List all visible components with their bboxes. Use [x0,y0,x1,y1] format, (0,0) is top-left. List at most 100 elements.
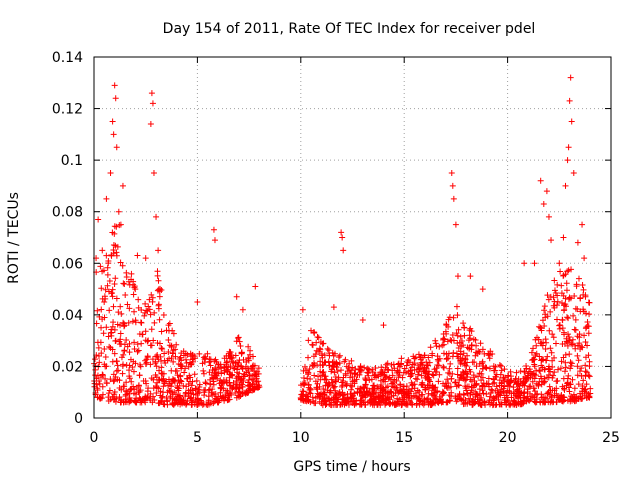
data-point [312,395,319,402]
data-point [546,383,553,390]
data-point [567,393,574,400]
data-point [454,365,461,372]
data-point [134,341,141,348]
data-point [444,376,451,383]
data-point [543,395,550,402]
data-point [582,338,589,345]
data-point [319,395,326,402]
data-point [245,343,252,350]
data-point [479,358,486,365]
data-point [185,363,192,370]
data-point [92,366,99,373]
data-point [352,400,359,407]
data-point [127,386,134,393]
data-point [541,307,548,314]
data-point [126,396,133,403]
data-point [403,383,410,390]
data-point [572,326,579,333]
data-point [537,177,544,184]
data-point [576,334,583,341]
data-point [412,375,419,382]
data-point [422,384,429,391]
data-point [183,360,190,367]
data-point [330,304,337,311]
data-point [121,383,128,390]
data-point [586,299,593,306]
data-point [159,345,166,352]
data-point [514,380,521,387]
data-point [320,386,327,392]
data-point [111,223,118,230]
data-point [212,391,219,398]
data-point [113,249,120,256]
data-point [94,387,101,394]
data-point [381,372,388,379]
data-point [142,361,149,368]
data-point [498,367,505,374]
data-point [415,395,422,402]
data-point [126,373,133,380]
data-point [103,195,110,202]
data-point [148,90,155,97]
data-point [128,378,135,385]
data-point [249,363,256,370]
data-point [486,383,493,390]
data-point [162,360,169,367]
data-point [378,382,385,389]
data-point [372,371,379,378]
data-point [446,365,453,372]
data-point [119,370,126,377]
data-point [444,338,451,345]
data-point [583,381,590,388]
data-point [211,367,218,374]
data-point [582,386,589,393]
data-point [504,378,511,385]
data-point [460,401,467,408]
data-point [573,393,580,400]
data-point [134,348,141,355]
data-point [560,272,567,279]
data-point [193,377,200,384]
data-point [142,357,149,364]
data-point [107,344,114,351]
data-point [150,337,157,344]
data-point [574,352,581,359]
data-point [571,385,578,392]
data-point [99,295,106,302]
data-point [223,361,230,368]
data-point [98,306,105,313]
data-point [118,354,125,361]
data-point [417,356,424,363]
data-point [155,247,162,254]
data-point [137,387,144,394]
data-point [109,229,116,236]
data-point [515,389,522,396]
data-point [329,379,336,386]
data-point [185,381,192,388]
data-point [110,393,117,400]
y-tick-label: 0 [74,411,83,427]
data-point [391,376,398,383]
data-point [564,314,571,321]
data-point [550,334,557,341]
data-point [473,342,480,349]
data-point [118,341,125,348]
data-point [468,387,475,394]
data-point [389,372,396,379]
data-point [178,399,185,406]
data-point [165,337,172,344]
data-point [351,401,358,408]
data-point [532,352,539,359]
data-point [556,260,563,267]
data-point [135,347,142,354]
data-point [147,342,154,349]
x-tick-label: 20 [499,430,517,446]
data-point [233,293,240,300]
data-point [541,378,548,385]
data-point [316,345,323,352]
data-point [490,401,497,408]
data-point [200,370,207,377]
data-point [542,336,549,343]
data-point [205,393,212,400]
data-point [503,392,510,399]
